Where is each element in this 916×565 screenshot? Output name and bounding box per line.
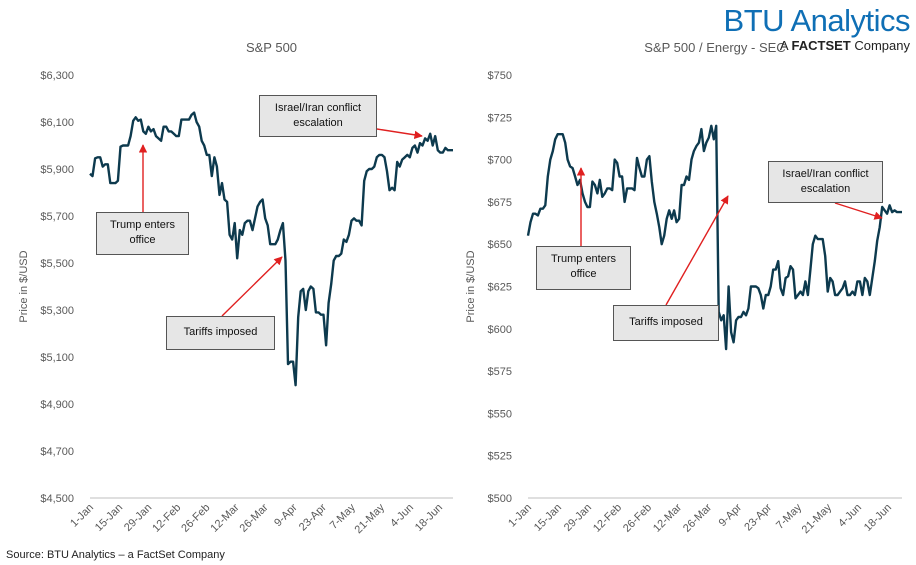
annotation-trump-left: Trump enters office [96, 212, 189, 255]
y-tick-label: $5,700 [40, 211, 74, 223]
source-note: Source: BTU Analytics – a FactSet Compan… [6, 549, 225, 561]
annotation-arrow [665, 195, 729, 306]
annotation-tariffs-right: Tariffs imposed [613, 305, 719, 341]
y-tick-label: $4,700 [40, 446, 74, 458]
x-tick-label: 4-Jun [836, 502, 864, 530]
x-tick-label: 23-Apr [742, 501, 774, 533]
x-tick-label: 29-Jan [122, 502, 154, 534]
y-tick-label: $5,900 [40, 164, 74, 176]
annotation-israel-right: Israel/Iran conflict escalation [768, 161, 883, 203]
annotation-israel-left: Israel/Iran conflict escalation [259, 95, 377, 137]
y-tick-label: $725 [488, 112, 512, 124]
x-tick-label: 15-Jan [532, 502, 564, 534]
y-tick-label: $5,100 [40, 352, 74, 364]
y-tick-label: $500 [488, 493, 512, 505]
y-tick-label: $700 [488, 155, 512, 167]
x-tick-label: 29-Jan [562, 502, 594, 534]
sp500-chart: S&P 500 Price in $/USD $4,500 $4,700 $4,900 $… [18, 40, 453, 536]
y-tick-label: $650 [488, 239, 512, 251]
y-tick-label: $575 [488, 366, 512, 378]
x-tick-label: 18-Jun [413, 502, 445, 534]
y-tick-label: $5,300 [40, 305, 74, 317]
x-tick-label: 12-Mar [651, 501, 684, 534]
y-axis-label: Price in $/USD [465, 250, 477, 322]
x-tick-label: 12-Feb [150, 502, 183, 535]
x-tick-label: 1-Jan [506, 502, 534, 530]
y-tick-label: $6,300 [40, 70, 74, 82]
chart-title: S&P 500 / Energy - SEC [644, 40, 785, 55]
sp500-energy-chart: S&P 500 / Energy - SEC Price in $/USD $500… [465, 40, 902, 536]
x-tick-label: 15-Jan [93, 502, 125, 534]
y-tick-label: $750 [488, 70, 512, 82]
annotation-arrow [221, 256, 283, 317]
x-tick-label: 9-Apr [717, 501, 745, 529]
y-tick-label: $625 [488, 282, 512, 294]
x-tick-label: 12-Feb [591, 502, 624, 535]
y-tick-label: $525 [488, 451, 512, 463]
y-axis-label: Price in $/USD [18, 250, 30, 322]
x-tick-label: 26-Mar [237, 501, 270, 534]
chart-title: S&P 500 [246, 40, 297, 55]
annotation-trump-right: Trump enters office [536, 246, 631, 290]
x-tick-label: 18-Jun [862, 502, 894, 534]
y-tick-label: $6,100 [40, 117, 74, 129]
x-tick-label: 26-Feb [621, 502, 654, 535]
x-tick-label: 21-May [353, 501, 388, 536]
x-tick-label: 26-Mar [681, 501, 714, 534]
x-tick-label: 26-Feb [179, 502, 212, 535]
y-tick-label: $600 [488, 324, 512, 336]
y-tick-label: $550 [488, 408, 512, 420]
logo-subtitle: A FACTSET Company [724, 38, 910, 53]
x-tick-label: 12-Mar [208, 501, 241, 534]
x-tick-label: 23-Apr [297, 501, 329, 533]
annotation-arrow [834, 202, 883, 220]
logo-factset: FACTSET [791, 38, 851, 53]
btu-analytics-logo: BTU Analytics A FACTSET Company [723, 3, 911, 54]
y-tick-label: $5,500 [40, 258, 74, 270]
y-tick-label: $4,900 [40, 399, 74, 411]
y-tick-label: $675 [488, 197, 512, 209]
annotation-tariffs-left: Tariffs imposed [166, 316, 275, 350]
logo-sub-suffix: Company [854, 38, 910, 53]
x-tick-label: 21-May [800, 501, 835, 536]
series-line [526, 124, 902, 351]
series-line [89, 111, 453, 387]
logo-sub-prefix: A [779, 38, 788, 53]
logo-title: BTU Analytics [723, 3, 911, 38]
annotation-arrow [376, 128, 423, 139]
y-tick-label: $4,500 [40, 493, 74, 505]
